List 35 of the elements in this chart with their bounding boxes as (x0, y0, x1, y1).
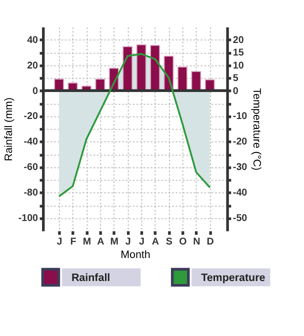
x-tick-label: J (125, 236, 131, 248)
x-tick-label: S (166, 236, 173, 248)
x-axis-title: Month (120, 249, 150, 262)
y-tick-label: -40 (24, 136, 39, 148)
x-tick-label: M (110, 236, 118, 248)
y-tick-label: 0 (32, 86, 39, 97)
x-tick-label: F (70, 236, 76, 248)
x-tick-label: A (97, 236, 104, 248)
y2-axis-title: Temperature (°C) (250, 88, 262, 170)
y2-tick-label: -50 (232, 213, 248, 224)
x-tick-label: O (179, 236, 188, 248)
y2-tick-label: -10 (232, 111, 248, 122)
y2-tick-label: -20 (232, 136, 248, 148)
x-tick-label: M (82, 236, 92, 248)
legend-label: Temperature (201, 272, 266, 284)
x-tick-label: J (56, 236, 62, 248)
x-tick-label: J (139, 236, 144, 248)
y-axis-title: Rainfall (mm) (3, 97, 16, 162)
x-tick-label: N (193, 236, 200, 248)
y-tick-label: -100 (18, 213, 39, 224)
y-tick-label: -80 (24, 188, 39, 199)
y-tick-label: -20 (24, 111, 39, 122)
legend-label: Rainfall (71, 272, 110, 284)
y-tick-label: -60 (24, 162, 39, 174)
x-tick-label: D (206, 236, 214, 248)
y-tick-label: 40 (27, 34, 39, 46)
y2-tick-label: 15 (232, 48, 244, 59)
y2-tick-label: 5 (232, 73, 239, 84)
y2-tick-label: -30 (232, 162, 248, 174)
y2-tick-label: 20 (232, 34, 244, 46)
y2-tick-label: 0 (232, 86, 239, 97)
x-tick-label: A (152, 236, 160, 248)
y2-tick-label: 10 (232, 60, 244, 72)
y2-tick-label: -40 (232, 188, 248, 199)
y-tick-label: 20 (27, 60, 39, 72)
